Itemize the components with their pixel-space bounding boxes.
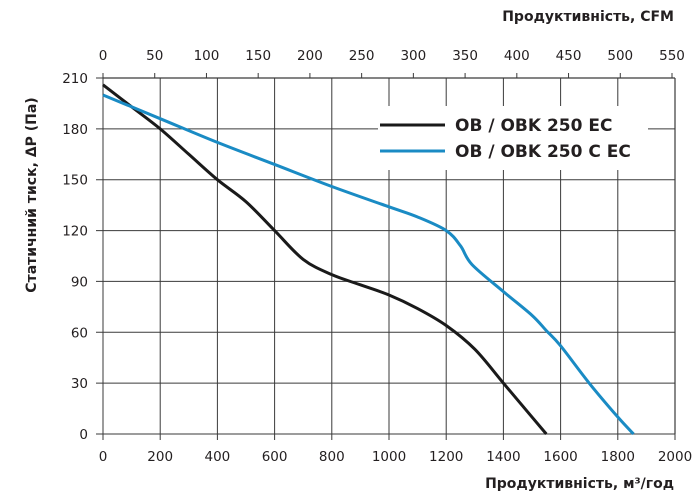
x-tick-label: 1200 [429, 449, 463, 465]
top-axis-title: Продуктивність, CFM [502, 9, 674, 25]
x-tick-label: 1400 [486, 449, 520, 465]
y-tick-label: 120 [62, 224, 88, 240]
y-axis-title: Статичний тиск, ΔP (Па) [24, 97, 40, 292]
legend-background [378, 106, 648, 170]
x-tick-label: 2000 [658, 449, 692, 465]
x-tick-label: 0 [99, 449, 108, 465]
cfm-tick-label: 100 [194, 48, 220, 64]
cfm-tick-label: 550 [659, 48, 685, 64]
y-tick-label: 180 [62, 122, 88, 138]
top-cfm-axis-tick-labels: 0 50 100 150 200 250 300 350 400 450 500 550 [99, 48, 685, 64]
x-tick-label: 1000 [372, 449, 406, 465]
performance-curve-ob-obk-250-c-ec [102, 93, 635, 436]
cfm-tick-label: 350 [452, 48, 478, 64]
data-series [102, 83, 635, 436]
performance-curve-ob-obk-250-ec [102, 83, 548, 435]
cfm-tick-label: 50 [146, 48, 163, 64]
x-tick-label: 600 [262, 449, 288, 465]
legend: OB / OBK 250 EC OB / OBK 250 C EC [378, 106, 648, 170]
x-tick-label: 200 [147, 449, 173, 465]
bottom-axis-title: Продуктивність, м³/год [485, 476, 674, 492]
y-tick-label: 150 [62, 173, 88, 189]
cfm-tick-label: 450 [556, 48, 582, 64]
cfm-tick-label: 300 [400, 48, 426, 64]
x-tick-label: 1800 [601, 449, 635, 465]
y-tick-label: 60 [71, 325, 88, 341]
cfm-tick-label: 200 [297, 48, 323, 64]
cfm-tick-label: 150 [245, 48, 271, 64]
cfm-tick-label: 400 [504, 48, 530, 64]
cfm-tick-label: 0 [99, 48, 108, 64]
legend-label-ob-obk-250-c-ec: OB / OBK 250 C EC [455, 142, 631, 162]
legend-label-ob-obk-250-ec: OB / OBK 250 EC [455, 116, 612, 136]
y-tick-label: 0 [79, 427, 88, 443]
y-tick-label: 210 [62, 71, 88, 87]
axes-frame [102, 73, 676, 434]
cfm-tick-label: 500 [607, 48, 633, 64]
y-axis-tick-labels: 0 30 60 90 120 150 180 210 [62, 71, 88, 443]
x-tick-label: 1600 [543, 449, 577, 465]
y-tick-label: 30 [71, 376, 88, 392]
x-axis-tick-labels: 0 200 400 600 800 1000 1200 1400 1600 1800 2000 [99, 449, 692, 465]
x-tick-label: 400 [205, 449, 231, 465]
cfm-tick-label: 250 [349, 48, 375, 64]
x-tick-label: 800 [319, 449, 345, 465]
y-tick-label: 90 [71, 274, 88, 290]
